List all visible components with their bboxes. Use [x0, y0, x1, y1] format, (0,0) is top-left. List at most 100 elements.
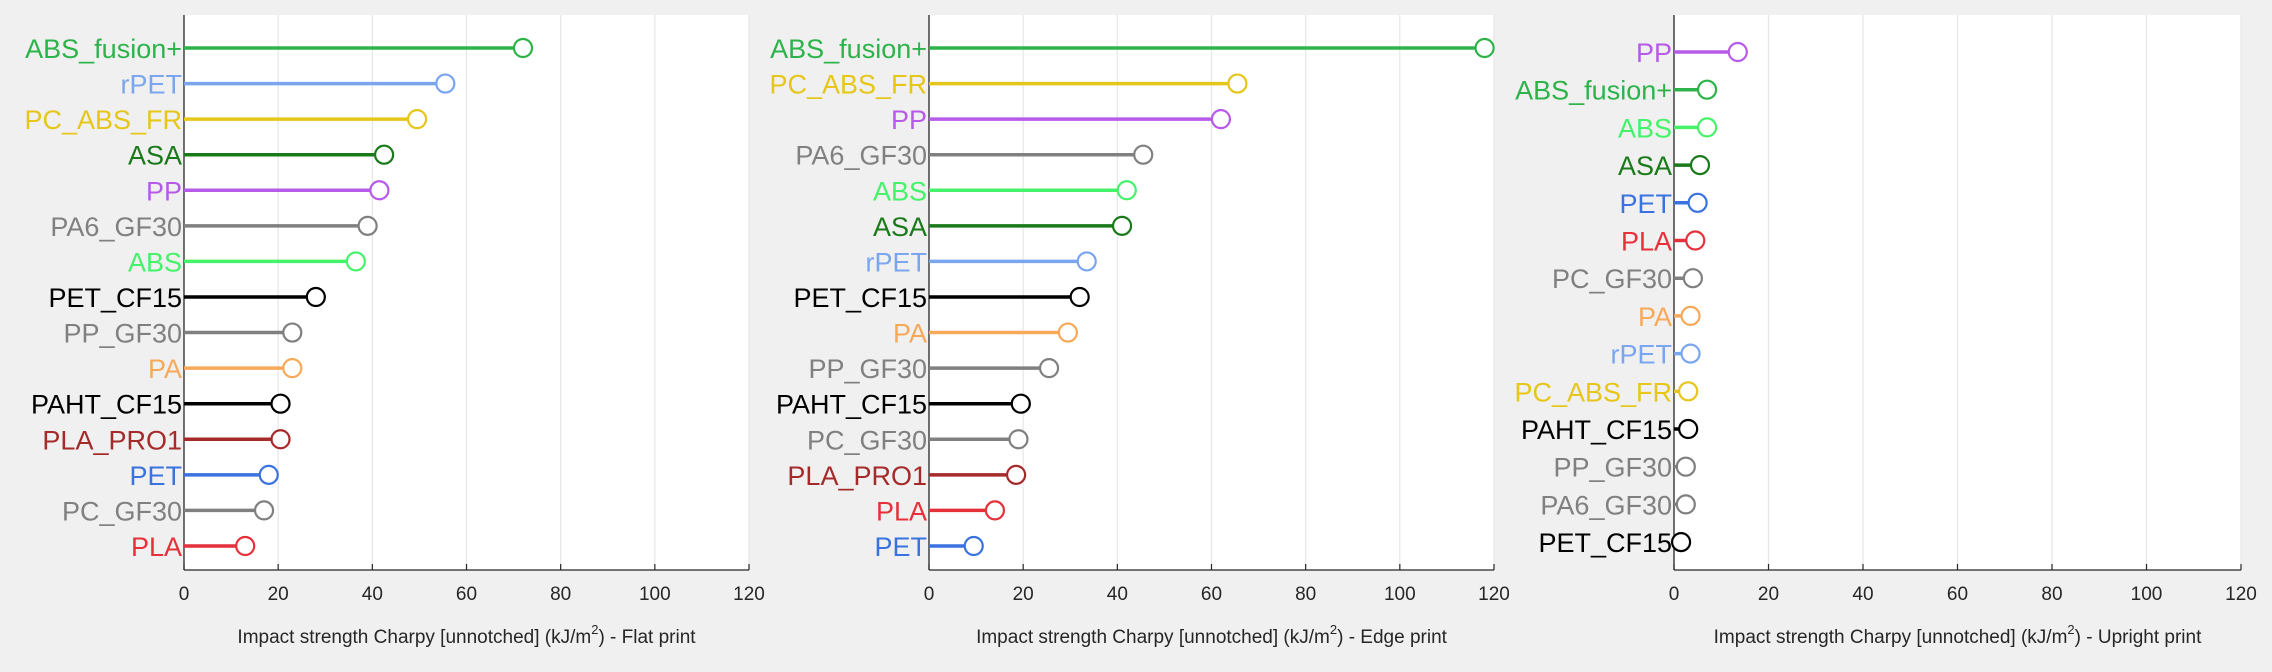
- category-label: PAHT_CF15: [1521, 415, 1672, 445]
- lollipop-marker: [270, 393, 291, 414]
- lollipop-marker: [1675, 494, 1696, 515]
- lollipop-marker: [305, 286, 326, 308]
- category-label: PAHT_CF15: [776, 390, 927, 420]
- x-axis-label: Impact strength Charpy [unnotched] (kJ/m…: [237, 622, 696, 648]
- x-axis-label: Impact strength Charpy [unnotched] (kJ/m…: [1714, 622, 2202, 648]
- lollipop-marker: [1210, 109, 1232, 130]
- category-label: PET_CF15: [793, 283, 927, 313]
- x-tick-label: 40: [362, 584, 383, 605]
- lollipop-marker: [1678, 418, 1699, 440]
- lollipop-marker: [1069, 286, 1090, 308]
- category-label: PA: [1638, 302, 1672, 332]
- x-tick-label: 80: [550, 584, 571, 605]
- category-label: ABS: [873, 176, 927, 206]
- lollipop-marker: [374, 144, 395, 165]
- category-label: PET: [1619, 189, 1672, 219]
- lollipop-marker: [1038, 358, 1060, 379]
- category-label: PC_ABS_FR: [24, 105, 182, 135]
- category-label: PC_GF30: [62, 496, 182, 526]
- lollipop-marker: [406, 109, 428, 130]
- lollipop-marker: [1111, 215, 1133, 236]
- x-tick-label: 100: [639, 584, 671, 605]
- lollipop-marker: [1689, 155, 1711, 176]
- lollipop-marker: [1008, 429, 1029, 450]
- category-label: PP: [1636, 38, 1672, 68]
- chart-panel-1: 0 20 40 60 80 100 120 Impact strength Charpy [u…: [24, 15, 765, 648]
- category-label: PP: [146, 176, 182, 206]
- lollipop-marker: [357, 215, 378, 236]
- x-tick-label: 120: [733, 584, 765, 605]
- lollipop-marker: [1696, 79, 1718, 100]
- category-label: PC_GF30: [1552, 264, 1672, 294]
- x-tick-label: 80: [1295, 584, 1316, 605]
- lollipop-marker: [1057, 322, 1078, 343]
- x-tick-label: 60: [456, 584, 477, 605]
- category-label: PET_CF15: [48, 283, 182, 313]
- x-tick-label: 20: [268, 584, 289, 605]
- category-label: PA6_GF30: [795, 141, 927, 171]
- x-tick-label: 20: [1758, 584, 1779, 605]
- category-label: ASA: [128, 141, 182, 171]
- category-label: rPET: [865, 247, 927, 277]
- category-label: PLA_PRO1: [42, 425, 182, 455]
- category-label: PLA: [131, 532, 182, 562]
- lollipop-marker: [1116, 180, 1137, 201]
- category-label: PA6_GF30: [50, 212, 182, 242]
- lollipop-marker: [1682, 268, 1704, 289]
- lollipop-marker: [1076, 251, 1097, 272]
- category-label: ABS: [128, 247, 182, 277]
- lollipop-marker: [1680, 305, 1701, 326]
- lollipop-marker: [235, 535, 256, 557]
- x-tick-label: 100: [2131, 584, 2163, 605]
- x-tick-label: 60: [1947, 584, 1968, 605]
- category-label: PLA: [1621, 227, 1672, 257]
- category-label: PET: [129, 461, 182, 491]
- lollipop-marker: [1687, 192, 1708, 213]
- x-tick-label: 60: [1201, 584, 1222, 605]
- lollipop-marker: [345, 251, 366, 272]
- x-tick-label: 100: [1384, 584, 1416, 605]
- lollipop-marker: [984, 500, 1006, 521]
- x-tick-label: 120: [1478, 584, 1510, 605]
- x-tick-label: 40: [1107, 584, 1128, 605]
- x-tick-label: 20: [1013, 584, 1034, 605]
- x-tick-label: 40: [1852, 584, 1873, 605]
- category-label: PP: [891, 105, 927, 135]
- category-label: PP_GF30: [63, 319, 182, 349]
- lollipop-marker: [1678, 381, 1699, 402]
- x-tick-label: 0: [179, 584, 190, 605]
- category-label: PET_CF15: [1538, 528, 1672, 558]
- lollipop-marker: [1680, 343, 1701, 364]
- lollipop-marker: [1670, 531, 1692, 553]
- x-tick-label: 80: [2041, 584, 2062, 605]
- lollipop-marker: [270, 429, 291, 450]
- lollipop-marker: [253, 500, 275, 521]
- x-axis-label: Impact strength Charpy [unnotched] (kJ/m…: [976, 622, 1448, 648]
- lollipop-marker: [1474, 37, 1495, 59]
- category-label: PLA_PRO1: [787, 461, 927, 491]
- lollipop-marker: [435, 73, 456, 94]
- category-label: PC_GF30: [807, 425, 927, 455]
- category-label: PLA: [876, 496, 927, 526]
- x-tick-label: 0: [1669, 584, 1680, 605]
- lollipop-marker: [1010, 393, 1031, 414]
- category-label: ABS: [1618, 113, 1672, 143]
- category-label: PA: [148, 354, 182, 384]
- category-label: ABS_fusion+: [25, 34, 182, 64]
- lollipop-marker: [1006, 464, 1027, 485]
- category-label: ASA: [1618, 151, 1672, 181]
- category-label: PA6_GF30: [1540, 490, 1672, 520]
- category-label: PAHT_CF15: [31, 390, 182, 420]
- lollipop-marker: [1227, 73, 1248, 94]
- category-label: PA: [893, 319, 927, 349]
- lollipop-marker: [1675, 456, 1696, 477]
- chart-panel-3: 0 20 40 60 80 100 120 Impact strength Charpy [u…: [1514, 15, 2257, 648]
- x-tick-label: 0: [924, 584, 935, 605]
- lollipop-marker: [1696, 117, 1718, 138]
- chart-panel-2: 0 20 40 60 80 100 120 Impact strength Charpy [u…: [769, 15, 1510, 648]
- category-label: ABS_fusion+: [770, 34, 927, 64]
- lollipop-marker: [369, 180, 390, 201]
- lollipop-marker: [1133, 144, 1154, 165]
- lollipop-marker: [1727, 41, 1748, 63]
